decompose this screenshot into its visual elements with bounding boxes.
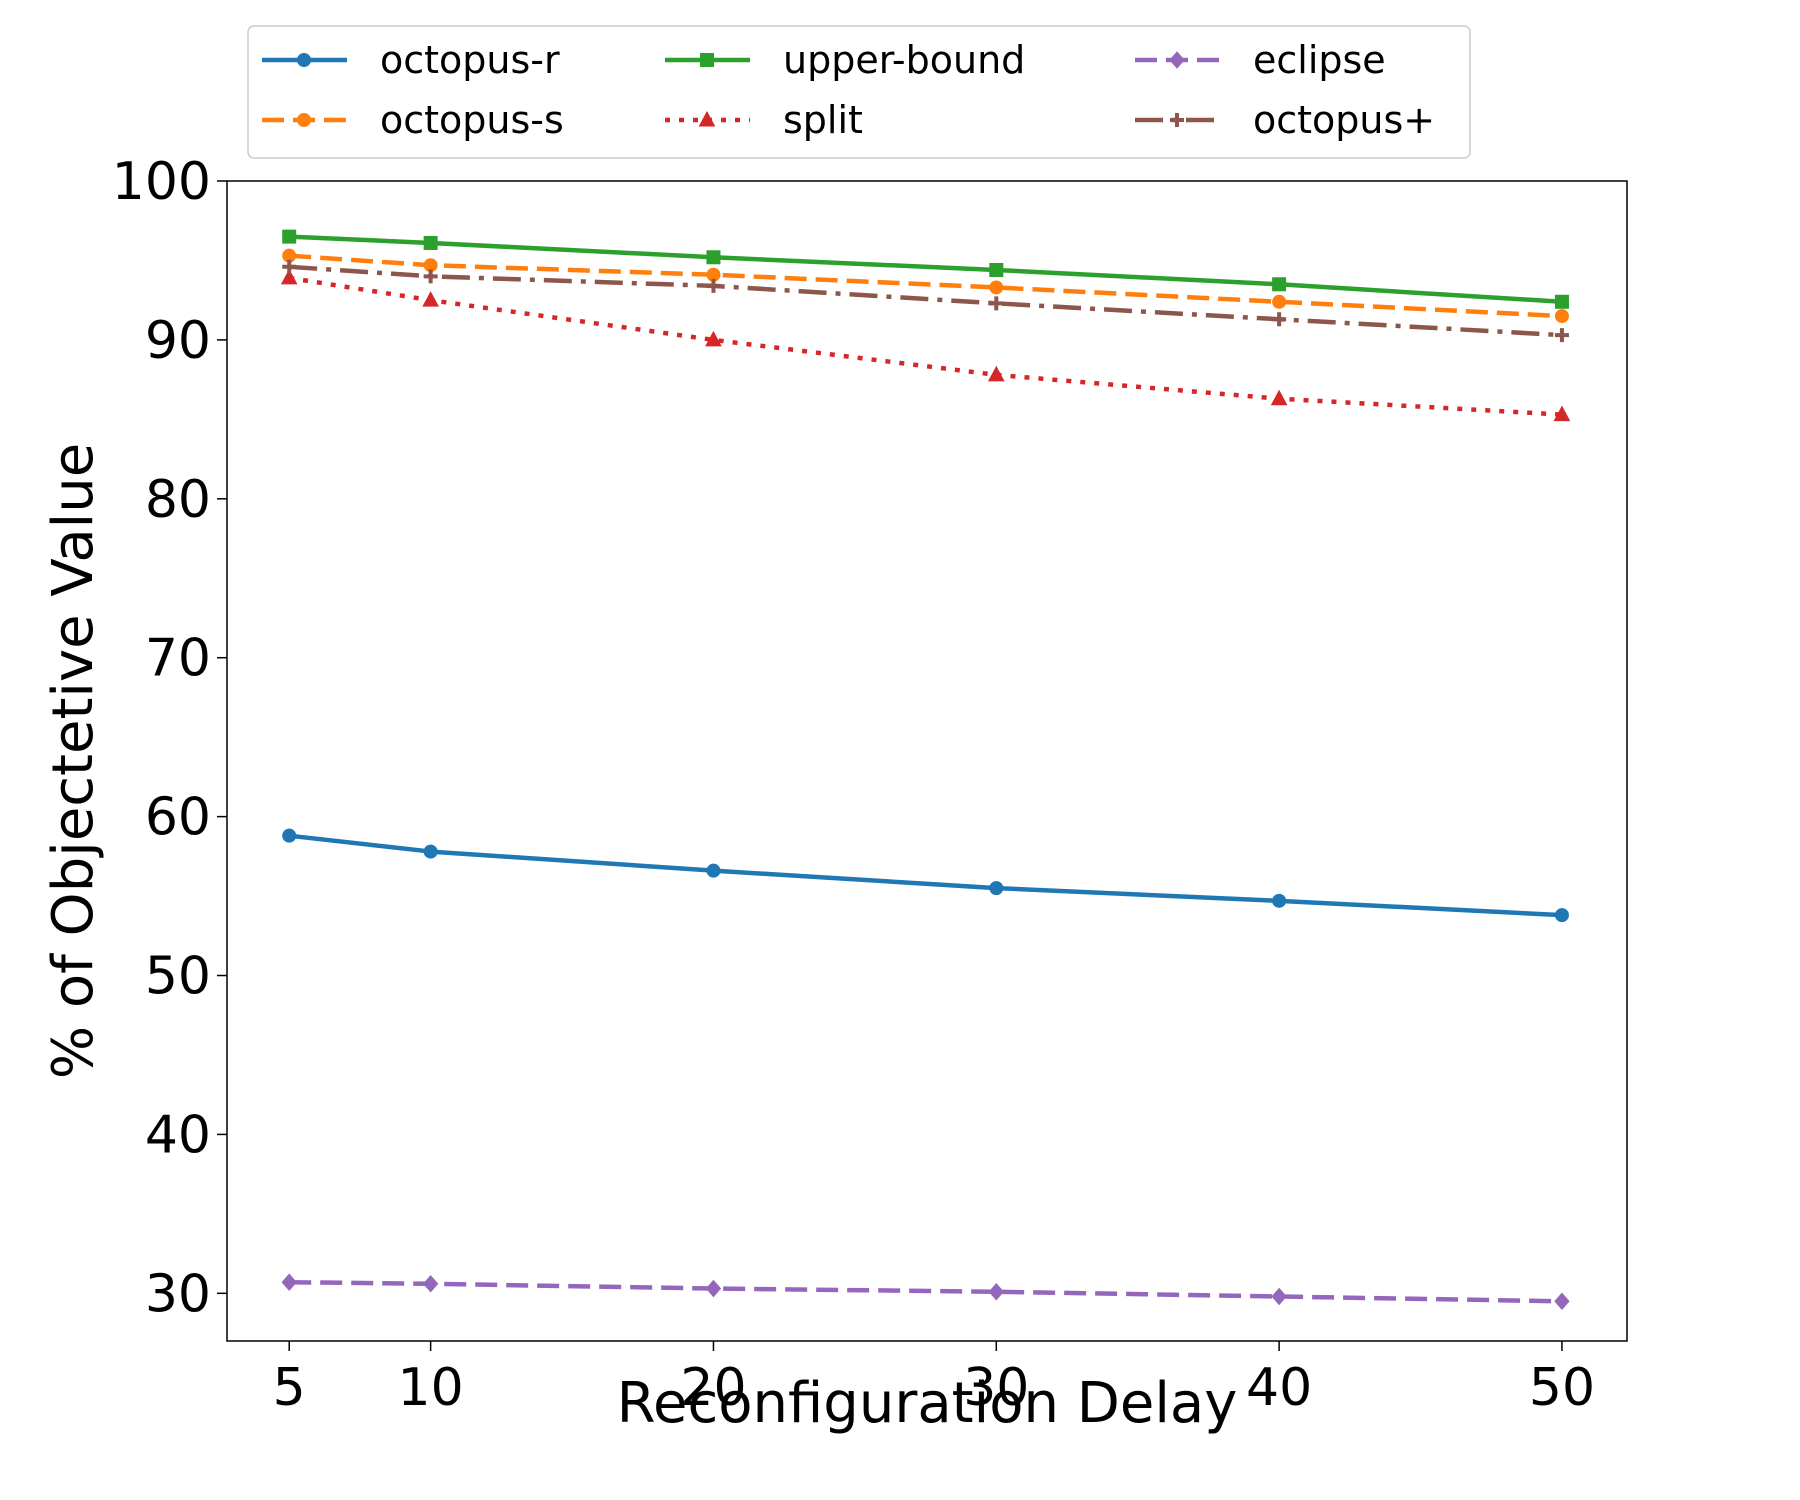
series-layer <box>280 229 1571 1311</box>
series-eclipse <box>281 1273 1570 1311</box>
data-point-octopus-r <box>1272 893 1287 908</box>
legend-label: eclipse <box>1253 38 1386 82</box>
y-tick-label: 40 <box>145 1105 211 1165</box>
legend-marker <box>297 53 311 67</box>
data-point-split <box>1553 405 1571 422</box>
data-point-octopus <box>423 269 438 284</box>
y-tick-label: 80 <box>145 470 211 530</box>
data-point-split <box>422 291 439 307</box>
data-point-octopus <box>1554 328 1569 343</box>
legend-label: octopus-s <box>380 98 564 142</box>
series-line-eclipse <box>289 1279 1562 1304</box>
data-point-eclipse <box>422 1275 439 1293</box>
data-point-octopus-s <box>1554 309 1569 324</box>
data-point-octopus <box>1272 312 1287 327</box>
data-point-octopus <box>989 296 1004 311</box>
series-octopus-s <box>282 248 1569 324</box>
series-octopus <box>282 259 1569 343</box>
data-point-octopus-r <box>423 844 438 859</box>
series-line-octopus-s <box>289 253 1563 319</box>
data-point-split <box>1270 389 1288 406</box>
data-point-upper-bound <box>989 262 1004 277</box>
legend-item-eclipse: eclipse <box>1135 38 1386 82</box>
data-point-upper-bound <box>1272 277 1287 292</box>
data-point-octopus <box>706 278 721 293</box>
legend-frame <box>247 25 1471 159</box>
data-point-octopus-r <box>282 828 297 843</box>
data-point-octopus-r <box>706 863 721 878</box>
series-line-octopus <box>289 264 1563 338</box>
x-tick-label: 10 <box>398 1358 464 1418</box>
legend-label: split <box>783 98 863 142</box>
x-tick-label: 30 <box>963 1358 1029 1418</box>
y-axis-title: % of Objectetive Value <box>41 443 106 1079</box>
data-point-split <box>705 330 722 347</box>
data-point-eclipse <box>705 1279 722 1298</box>
x-tick-label: 20 <box>680 1358 746 1418</box>
x-tick-label: 50 <box>1529 1358 1595 1418</box>
data-point-octopus-r <box>989 881 1004 896</box>
y-tick-label: 90 <box>145 311 211 371</box>
legend-marker <box>1169 51 1185 69</box>
data-point-upper-bound <box>706 250 721 265</box>
y-tick-label: 60 <box>145 788 211 848</box>
series-octopus-r <box>282 828 1569 923</box>
series-split <box>280 268 1571 422</box>
data-point-split <box>987 365 1005 382</box>
legend-item-octopus-s: octopus-s <box>262 98 564 142</box>
data-point-eclipse <box>281 1273 297 1291</box>
data-point-octopus-s <box>1272 294 1287 309</box>
legend-item-split: split <box>665 98 863 142</box>
data-point-upper-bound <box>282 229 297 244</box>
data-point-octopus-s <box>989 280 1004 295</box>
axis-ticks: 5 10 20 30 40 50 30 40 50 60 70 80 90 100 <box>112 152 1595 1418</box>
legend-marker <box>297 113 311 127</box>
data-point-split <box>280 268 298 285</box>
legend-label: octopus+ <box>1253 98 1435 142</box>
y-tick-label: 50 <box>145 947 211 1007</box>
series-upper-bound <box>282 229 1569 309</box>
legend-marker <box>698 110 716 127</box>
data-point-eclipse <box>988 1282 1004 1301</box>
data-point-octopus-r <box>1554 908 1569 923</box>
data-point-upper-bound <box>423 235 438 250</box>
legend-item-octopus: octopus+ <box>1135 98 1435 142</box>
data-point-upper-bound <box>1554 294 1569 309</box>
data-point-eclipse <box>1554 1292 1570 1311</box>
legend-label: upper-bound <box>783 38 1025 82</box>
x-tick-label: 5 <box>273 1358 306 1418</box>
legend-label: octopus-r <box>380 38 560 82</box>
data-point-eclipse <box>1271 1287 1287 1306</box>
legend-item-upper-bound: upper-bound <box>665 38 1025 82</box>
y-tick-label: 100 <box>112 152 211 212</box>
plot-area <box>226 180 1628 1342</box>
data-point-octopus <box>282 259 297 274</box>
x-tick-label: 40 <box>1246 1358 1312 1418</box>
series-line-octopus-r <box>288 833 1563 918</box>
legend-item-octopus-r: octopus-r <box>262 38 560 82</box>
x-axis-title: Reconfiguration Delay <box>617 1371 1238 1436</box>
y-tick-label: 30 <box>145 1264 211 1324</box>
y-tick-label: 70 <box>145 629 211 689</box>
legend-marker <box>700 53 714 67</box>
legend: octopus-r octopus-s upper-bound split eclips… <box>247 25 1471 159</box>
legend-marker <box>1170 113 1184 127</box>
series-line-upper-bound <box>289 234 1563 305</box>
